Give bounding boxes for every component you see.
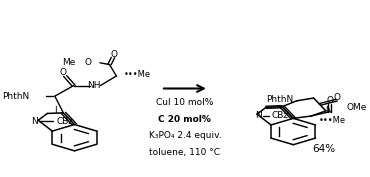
Text: CBz: CBz	[271, 111, 289, 120]
Text: N: N	[31, 117, 38, 126]
Text: O: O	[60, 68, 67, 77]
Text: I: I	[54, 106, 57, 115]
Text: O: O	[326, 96, 333, 105]
Text: N: N	[325, 106, 332, 115]
Text: PhthN: PhthN	[266, 95, 294, 104]
Text: O: O	[333, 93, 340, 102]
Text: C 20 mol%: C 20 mol%	[158, 115, 211, 124]
Text: •••Me: •••Me	[319, 116, 346, 125]
Text: •••Me: •••Me	[124, 70, 151, 79]
Text: OMe: OMe	[346, 103, 367, 112]
Text: O: O	[110, 50, 117, 59]
Text: toluene, 110 °C: toluene, 110 °C	[149, 148, 221, 157]
Text: Me: Me	[62, 58, 75, 67]
Text: N: N	[255, 111, 262, 120]
Text: CBz: CBz	[56, 117, 73, 126]
Text: O: O	[85, 58, 92, 67]
Text: 64%: 64%	[312, 144, 336, 154]
Text: NH: NH	[87, 81, 101, 90]
Text: CuI 10 mol%: CuI 10 mol%	[156, 98, 213, 107]
Text: PhthN: PhthN	[2, 92, 29, 101]
Text: K₃PO₄ 2.4 equiv.: K₃PO₄ 2.4 equiv.	[149, 131, 221, 140]
